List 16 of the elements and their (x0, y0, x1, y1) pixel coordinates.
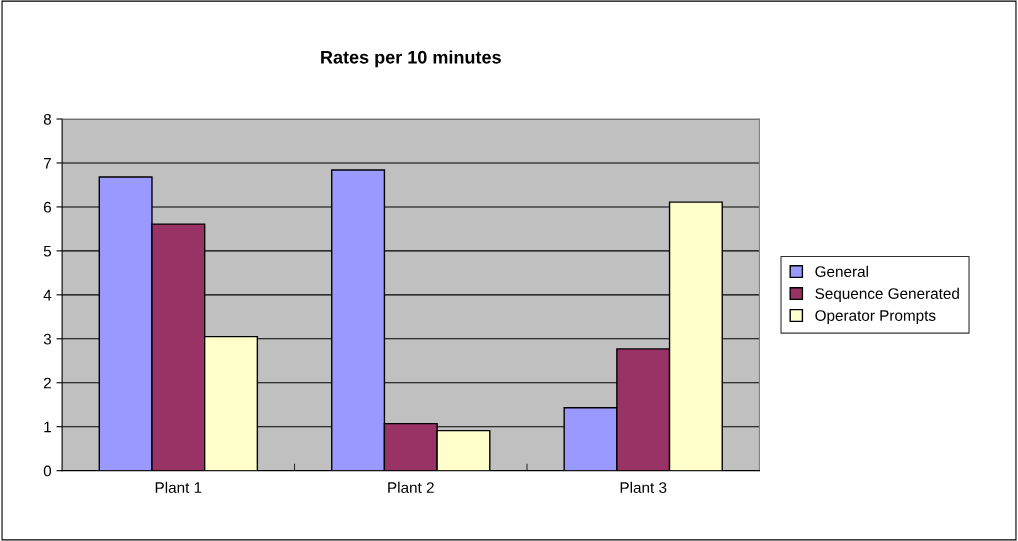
legend-label: Operator Prompts (815, 310, 936, 324)
legend-label: General (815, 265, 868, 278)
y-tick-label: 0 (43, 465, 52, 477)
y-tick-label: 3 (43, 333, 52, 345)
y-tick-label: 4 (43, 289, 52, 301)
x-tick-label: Plant 3 (620, 481, 667, 493)
y-tick-label: 1 (44, 421, 51, 433)
x-tick-label: Plant 2 (388, 481, 434, 493)
y-tick-label: 8 (43, 113, 52, 125)
y-tick-label: 6 (43, 201, 52, 213)
chart-title: Rates per 10 minutes (321, 50, 501, 68)
x-tick-label: Plant 1 (155, 481, 202, 493)
legend-label: Sequence Generated (815, 287, 959, 303)
y-tick-label: 2 (43, 377, 51, 389)
y-tick-label: 7 (43, 158, 51, 169)
y-tick-label: 5 (43, 245, 52, 257)
